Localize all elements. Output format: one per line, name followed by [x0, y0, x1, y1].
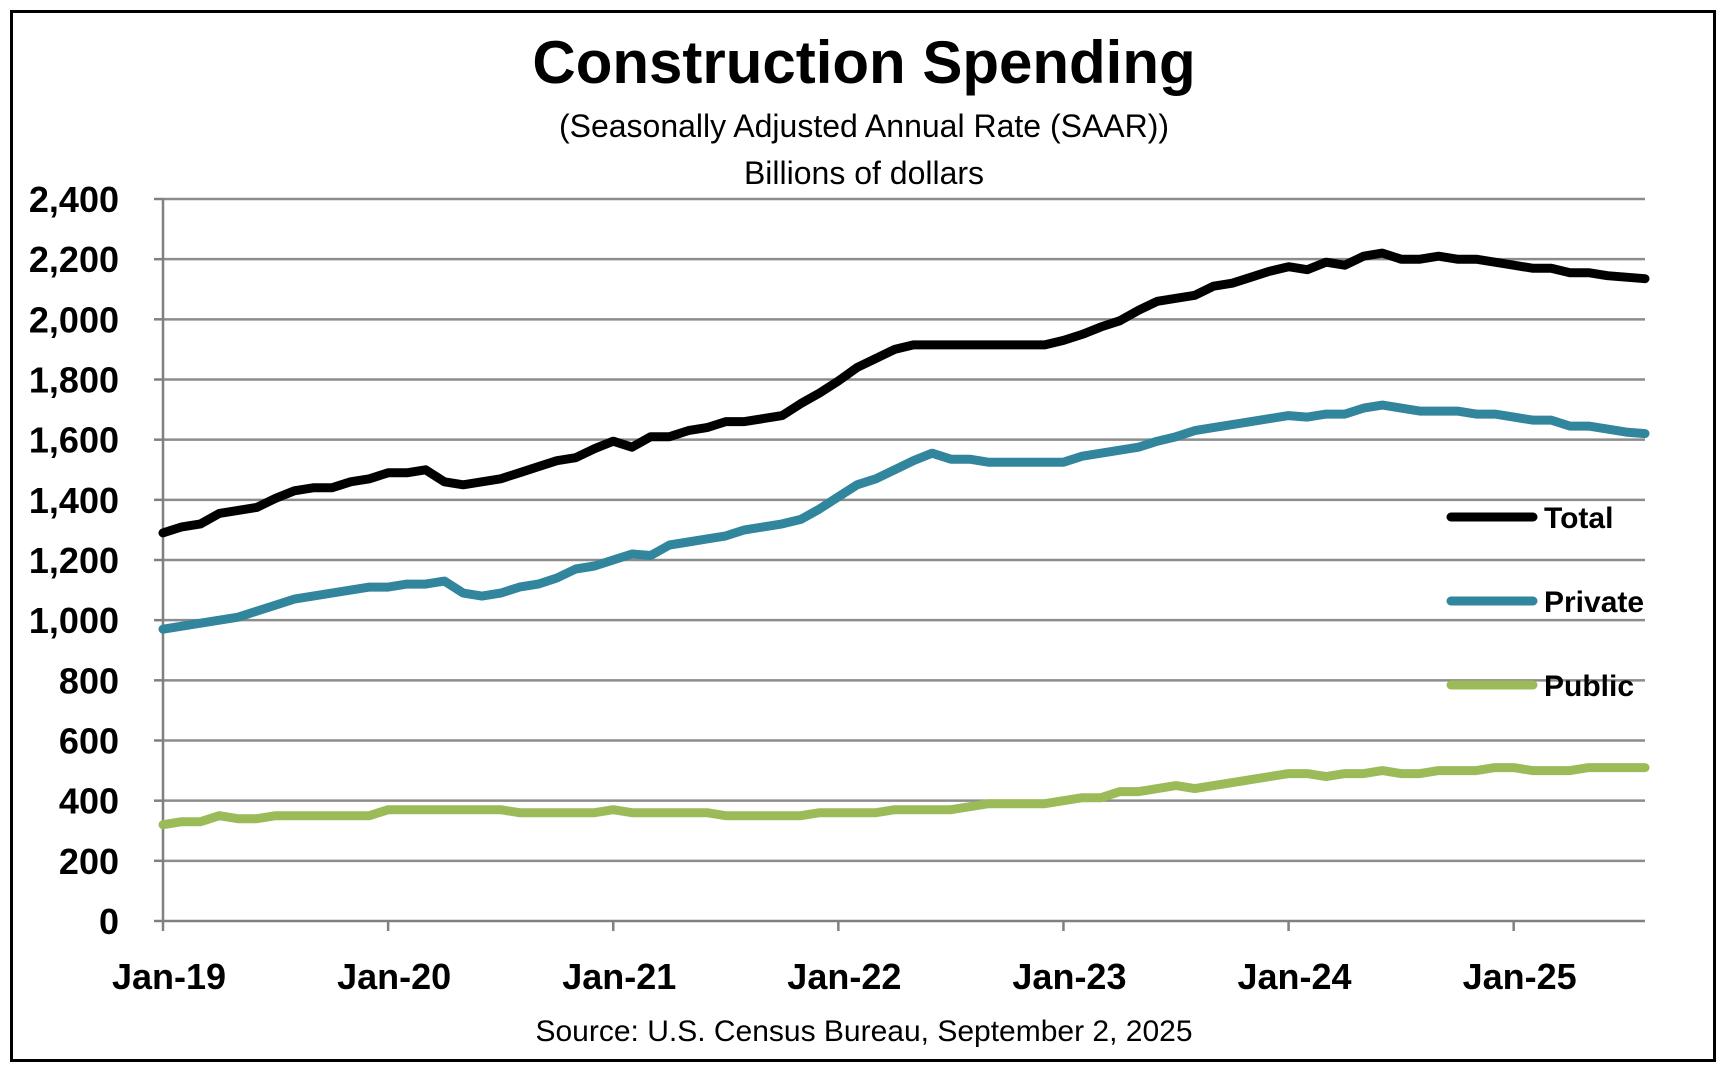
- legend-label-total: Total: [1544, 502, 1613, 535]
- legend: Total Private Public: [1446, 502, 1644, 703]
- chart-source: Source: U.S. Census Bureau, September 2,…: [535, 1015, 1192, 1048]
- x-tick-label: Jan-25: [1463, 956, 1577, 997]
- y-tick-label: 0: [99, 901, 119, 942]
- series-line-private: [158, 400, 1650, 634]
- chart-title: Construction Spending: [532, 29, 1195, 96]
- x-tick-label: Jan-22: [787, 956, 901, 997]
- chart-subtitle: (Seasonally Adjusted Annual Rate (SAAR)): [559, 108, 1169, 144]
- y-tick-label: 1,200: [29, 540, 119, 581]
- chart-frame: [10, 10, 1716, 1062]
- x-tick-label: Jan-21: [562, 956, 676, 997]
- y-tick-label: 2,400: [29, 179, 119, 220]
- x-tick-label: Jan-23: [1012, 956, 1126, 997]
- y-tick-label: 200: [59, 841, 119, 882]
- y-tick-label: 800: [59, 660, 119, 701]
- y-tick-label: 1,000: [29, 600, 119, 641]
- legend-label-public: Public: [1544, 670, 1634, 703]
- x-tick-label: Jan-19: [112, 956, 226, 997]
- legend-label-private: Private: [1544, 586, 1644, 619]
- x-tick-label: Jan-24: [1238, 956, 1352, 997]
- chart-units: Billions of dollars: [744, 155, 984, 191]
- y-tick-label: 1,600: [29, 420, 119, 461]
- y-tick-label: 1,400: [29, 480, 119, 521]
- x-axis-ticks: Jan-19 Jan-20 Jan-21 Jan-22 Jan-23 Jan-24 Jan-…: [112, 921, 1577, 997]
- series-line-total: [158, 248, 1650, 538]
- y-tick-label: 2,000: [29, 299, 119, 340]
- y-tick-label: 2,200: [29, 239, 119, 280]
- y-axis-ticks: 0 200 400 600 800 1,000 1,200 1,400 1,600 1,800 2,…: [29, 179, 163, 942]
- series-line-public: [158, 763, 1650, 830]
- series-lines: [158, 248, 1650, 830]
- y-tick-label: 600: [59, 721, 119, 762]
- gridlines: [163, 197, 1645, 863]
- y-tick-label: 400: [59, 781, 119, 822]
- x-tick-label: Jan-20: [337, 956, 451, 997]
- y-tick-label: 1,800: [29, 360, 119, 401]
